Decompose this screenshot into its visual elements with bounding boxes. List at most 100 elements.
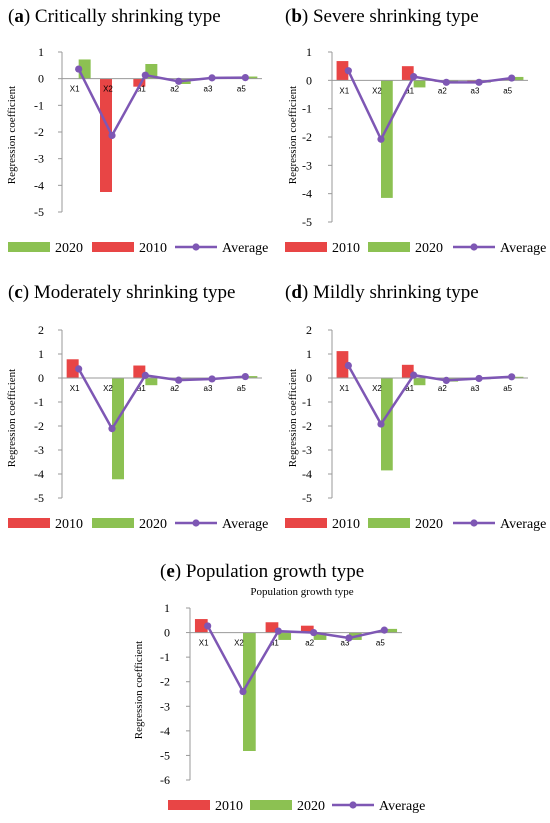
y-tick-label: 1 bbox=[38, 45, 44, 59]
x-tick-label: X1 bbox=[339, 86, 349, 95]
legend-swatch-2010 bbox=[168, 800, 210, 810]
y-tick-label: -1 bbox=[302, 102, 312, 116]
legend-label-average: Average bbox=[500, 241, 546, 256]
x-tick-label: a2 bbox=[305, 639, 314, 648]
legend-marker-average bbox=[192, 243, 200, 251]
bar-2010-a1 bbox=[401, 66, 414, 81]
y-tick-label: 2 bbox=[38, 323, 44, 337]
bar-2010-a1 bbox=[265, 622, 279, 633]
bar-2010-X1 bbox=[194, 619, 208, 633]
bar-2010-a1 bbox=[401, 364, 414, 378]
legend-label-2020: 2020 bbox=[415, 517, 443, 532]
average-point-a3 bbox=[345, 634, 353, 642]
x-tick-label: a3 bbox=[471, 86, 480, 95]
y-tick-label: -3 bbox=[160, 699, 170, 713]
legend-label-2020: 2020 bbox=[415, 241, 443, 256]
average-point-a3 bbox=[475, 374, 483, 383]
legend-marker-average bbox=[192, 519, 200, 527]
average-point-a3 bbox=[475, 78, 483, 86]
y-tick-label: -2 bbox=[302, 419, 312, 433]
bar-2010-a1 bbox=[133, 78, 146, 87]
y-tick-label: -2 bbox=[160, 675, 170, 689]
average-point-a2 bbox=[175, 77, 183, 85]
y-tick-label: -2 bbox=[302, 130, 312, 144]
panel-title-b: (b) Severe shrinking type bbox=[285, 6, 479, 27]
title-text: ) Moderately shrinking type bbox=[23, 282, 236, 303]
x-tick-label: a1 bbox=[405, 384, 414, 393]
average-point-a5 bbox=[241, 372, 249, 381]
legend-swatch-2020 bbox=[368, 518, 410, 528]
x-tick-label: a3 bbox=[204, 85, 213, 94]
bar-2020-a1 bbox=[413, 80, 426, 88]
x-tick-label: a5 bbox=[237, 384, 246, 393]
title-letter: e bbox=[166, 561, 174, 582]
y-tick-label: -1 bbox=[34, 98, 44, 112]
bar-2020-a5 bbox=[245, 376, 258, 378]
average-point-X1 bbox=[344, 361, 352, 370]
bar-2020-a5 bbox=[245, 76, 258, 79]
legend-marker-average bbox=[470, 519, 478, 527]
average-point-X1 bbox=[204, 622, 212, 630]
legend-label-2020: 2020 bbox=[55, 241, 83, 256]
average-point-a1 bbox=[141, 71, 149, 79]
legend-swatch-2020 bbox=[250, 800, 292, 810]
panel-c: (c) Moderately shrinking type 2 1 0 -1 -2 -3 -4… bbox=[6, 282, 268, 532]
y-axis-label-c: Regression coefficient bbox=[6, 369, 18, 467]
average-point-a2 bbox=[442, 78, 450, 86]
y-tick-label: -1 bbox=[34, 395, 44, 409]
bar-2020-X2 bbox=[381, 80, 393, 198]
y-tick-label: 1 bbox=[38, 347, 44, 361]
y-tick-label: -4 bbox=[34, 467, 44, 481]
y-tick-label: -3 bbox=[34, 152, 44, 166]
average-point-X2 bbox=[108, 425, 116, 433]
y-tick-label: 0 bbox=[306, 73, 312, 87]
y-tick-label: 0 bbox=[164, 626, 170, 640]
legend-swatch-2020 bbox=[92, 518, 134, 528]
x-tick-label: X1 bbox=[339, 384, 349, 393]
x-tick-label: a2 bbox=[438, 384, 447, 393]
title-text: ) Critically shrinking type bbox=[24, 6, 221, 27]
average-point-a1 bbox=[141, 371, 149, 379]
x-tick-label: X2 bbox=[234, 639, 244, 648]
legend-label-2010: 2010 bbox=[215, 799, 243, 814]
bar-2020-a1 bbox=[145, 378, 158, 386]
panel-title-e: (e) Population growth type bbox=[160, 561, 364, 582]
average-point-a5 bbox=[241, 74, 249, 82]
bar-2010-X1 bbox=[66, 359, 79, 378]
panel-b: (b) Severe shrinking type 1 0 -1 -2 -3 -4 -5 Reg… bbox=[285, 6, 546, 256]
y-tick-label: -5 bbox=[302, 215, 312, 229]
average-point-X1 bbox=[75, 365, 83, 373]
y-tick-label: -3 bbox=[302, 158, 312, 172]
x-tick-label: X2 bbox=[372, 86, 382, 95]
average-point-a3 bbox=[208, 375, 216, 383]
y-axis-label-b: Regression coefficient bbox=[287, 86, 299, 184]
legend-label-2010: 2010 bbox=[332, 241, 360, 256]
title-letter: d bbox=[291, 282, 302, 303]
y-tick-label: 1 bbox=[306, 45, 312, 59]
x-tick-label: a5 bbox=[237, 85, 246, 94]
average-point-a1 bbox=[410, 371, 418, 379]
title-paren-open: ( bbox=[8, 282, 14, 303]
legend-marker-average bbox=[470, 243, 478, 251]
y-tick-label: -2 bbox=[34, 419, 44, 433]
y-tick-label: -5 bbox=[34, 205, 44, 219]
y-tick-label: -4 bbox=[302, 187, 312, 201]
x-tick-label: a3 bbox=[204, 384, 213, 393]
title-paren-open: ( bbox=[8, 6, 14, 27]
y-axis-label-d: Regression coefficient bbox=[287, 369, 299, 467]
average-point-a2 bbox=[175, 376, 183, 384]
average-line-b bbox=[347, 70, 512, 143]
x-tick-label: a1 bbox=[137, 85, 146, 94]
bar-2010-X2 bbox=[100, 78, 112, 192]
title-text: ) Severe shrinking type bbox=[302, 6, 479, 27]
x-tick-label: a5 bbox=[376, 639, 385, 648]
y-tick-label: -1 bbox=[160, 650, 170, 664]
average-line-a bbox=[77, 68, 246, 139]
x-tick-label: X2 bbox=[103, 384, 113, 393]
y-tick-label: -5 bbox=[302, 491, 312, 505]
bar-2020-X2 bbox=[381, 378, 393, 471]
average-point-X1 bbox=[344, 67, 352, 75]
bar-2020-a5 bbox=[511, 76, 524, 81]
panel-title-d: (d) Mildly shrinking type bbox=[285, 282, 479, 303]
x-tick-label: a2 bbox=[170, 384, 179, 393]
